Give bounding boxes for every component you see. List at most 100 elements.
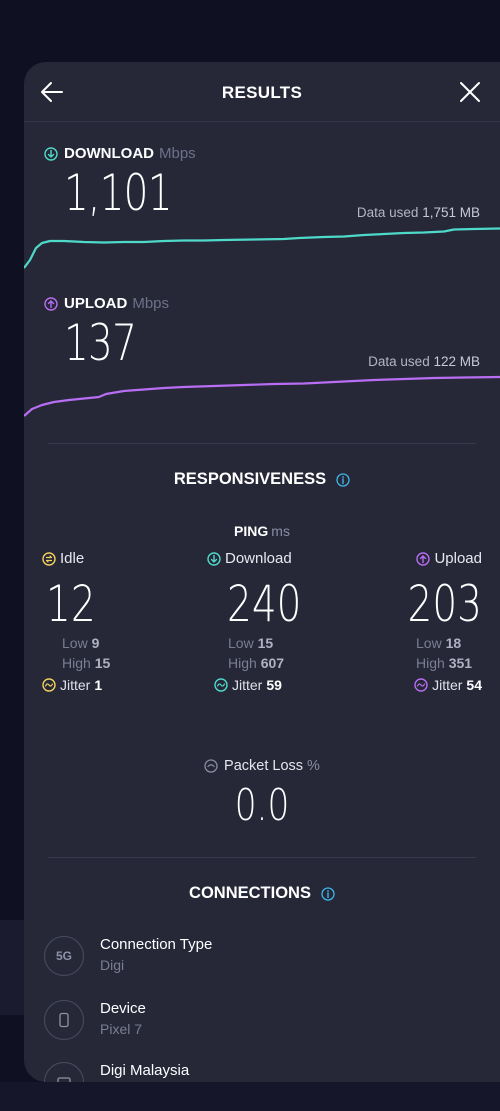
5g-icon: 5G: [44, 936, 84, 976]
ping-idle-low: Low 9: [62, 635, 182, 651]
ping-idle-column: Idle 12 Low 9 High 15 Jitter 1: [42, 550, 182, 693]
bottom-bar: [0, 1082, 500, 1111]
ping-upload-label: Upload: [434, 550, 482, 567]
section-divider: [48, 443, 476, 444]
ping-upload-value: 203: [407, 575, 482, 633]
sim-icon: [44, 1062, 84, 1082]
upload-arrow-icon: [416, 551, 431, 566]
upload-speed-value: 137: [64, 314, 137, 372]
download-arrow-icon: [207, 551, 221, 566]
ping-download-low-label: Low: [228, 635, 254, 651]
ping-upload-low-value: 18: [445, 635, 462, 651]
download-unit: Mbps: [159, 145, 196, 162]
phone-glyph-icon: [59, 1012, 69, 1028]
ping-idle-high: High 15: [62, 655, 182, 671]
back-button[interactable]: [38, 78, 66, 106]
ping-idle-jitter-value: 1: [94, 677, 103, 693]
upload-data-used-label: Data used: [368, 354, 430, 369]
sim-glyph-icon: [57, 1077, 71, 1082]
ping-download-value: 240: [227, 575, 302, 633]
phone-icon: [44, 1000, 84, 1040]
ping-upload-high-label: High: [416, 655, 445, 671]
ping-upload-head: Upload: [342, 550, 482, 567]
ping-unit: ms: [271, 523, 290, 539]
ping-upload-column: Upload 203 Low 18 High 351 Jitter 54: [342, 550, 482, 693]
ping-download-high: High 607: [228, 655, 347, 671]
ping-upload-jitter-label: Jitter: [432, 677, 463, 693]
responsiveness-title: RESPONSIVENESS: [173, 470, 327, 488]
responsiveness-heading: RESPONSIVENESS: [24, 470, 500, 489]
ping-upload-low: Low 18: [416, 635, 482, 651]
download-data-used-value: 1,751 MB: [422, 205, 480, 220]
packet-loss-unit: %: [307, 758, 320, 774]
upload-speed-graph: [24, 375, 500, 417]
ping-download-column: Download 240 Low 15 High 607 Jitter 59: [207, 550, 347, 693]
ping-upload-jitter-value: 54: [466, 677, 482, 693]
ping-download-jitter-label: Jitter: [232, 677, 263, 693]
upload-data-used-value: 122 MB: [433, 354, 480, 369]
ping-download-high-value: 607: [260, 655, 285, 671]
jitter-icon: [414, 678, 428, 692]
ping-upload-high: High 351: [416, 655, 482, 671]
packet-loss-value: 0.0: [234, 780, 290, 831]
ping-download-head: Download: [207, 550, 347, 567]
connection-type-value: Digi: [100, 957, 125, 973]
jitter-icon: [42, 678, 56, 692]
upload-unit: Mbps: [132, 295, 170, 312]
connection-type-row[interactable]: 5G Connection Type Digi: [44, 936, 484, 986]
upload-label: UPLOAD Mbps: [44, 295, 169, 312]
ping-download-low-value: 15: [257, 635, 274, 651]
ping-download-high-label: High: [228, 655, 257, 671]
connections-title: CONNECTIONS: [189, 884, 311, 902]
provider-row[interactable]: Digi Malaysia: [44, 1062, 484, 1082]
ping-idle-low-label: Low: [62, 635, 88, 651]
ping-idle-high-value: 15: [94, 655, 111, 671]
idle-icon: [42, 551, 56, 566]
results-header: RESULTS: [24, 62, 500, 122]
packet-loss-icon: [204, 759, 218, 773]
ping-upload-high-value: 351: [448, 655, 473, 671]
download-speed-value: 1,101: [64, 164, 173, 222]
ping-download-label: Download: [225, 550, 292, 567]
packet-loss-label: Packet Loss %: [24, 758, 500, 774]
section-divider: [48, 857, 476, 858]
upload-label-text: UPLOAD: [64, 295, 128, 312]
upload-arrow-icon: [44, 296, 58, 311]
ping-download-low: Low 15: [228, 635, 347, 651]
ping-idle-label: Idle: [60, 550, 85, 567]
download-data-used-label: Data used: [356, 205, 419, 220]
ping-idle-head: Idle: [42, 550, 182, 567]
download-label: DOWNLOAD Mbps: [44, 145, 196, 162]
download-data-used: Data used 1,751 MB: [244, 205, 480, 220]
ping-download-jitter: Jitter 59: [214, 677, 347, 693]
jitter-icon: [214, 678, 228, 692]
results-panel: RESULTS DOWNLOAD Mbps 1,101 Data used 1,…: [24, 62, 500, 1082]
ping-label-text: PING: [234, 523, 269, 539]
arrow-left-icon: [41, 82, 63, 102]
connections-heading: CONNECTIONS: [24, 884, 500, 903]
download-label-text: DOWNLOAD: [64, 145, 154, 162]
page-title: RESULTS: [221, 83, 303, 102]
device-value: Pixel 7: [100, 1021, 143, 1037]
connection-type-title: Connection Type: [100, 936, 213, 953]
provider-title: Digi Malaysia: [100, 1062, 190, 1079]
device-title: Device: [100, 1000, 146, 1017]
ping-upload-low-label: Low: [416, 635, 442, 651]
packet-loss-label-text: Packet Loss: [224, 758, 304, 774]
ping-idle-value: 12: [46, 575, 96, 633]
info-icon[interactable]: [321, 886, 335, 901]
info-icon[interactable]: [336, 472, 350, 487]
download-arrow-icon: [44, 146, 58, 161]
device-row[interactable]: Device Pixel 7: [44, 1000, 484, 1050]
ping-idle-low-value: 9: [91, 635, 100, 651]
ping-label: PING ms: [24, 523, 500, 539]
ping-idle-jitter-label: Jitter: [60, 677, 91, 693]
download-speed-graph: [24, 227, 500, 269]
ping-upload-jitter: Jitter 54: [342, 677, 482, 693]
ping-idle-high-label: High: [62, 655, 91, 671]
upload-data-used: Data used 122 MB: [244, 354, 480, 369]
close-button[interactable]: [456, 78, 484, 106]
ping-download-jitter-value: 59: [266, 677, 282, 693]
ping-idle-jitter: Jitter 1: [42, 677, 182, 693]
close-icon: [460, 82, 480, 102]
